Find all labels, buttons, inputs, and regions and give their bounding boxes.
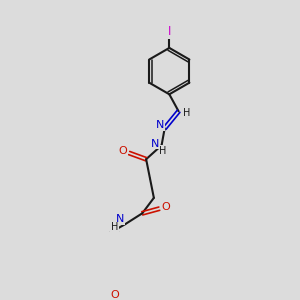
Text: N: N <box>116 214 124 224</box>
Text: H: H <box>111 222 118 232</box>
Text: H: H <box>160 146 167 156</box>
Text: O: O <box>110 290 119 300</box>
Text: N: N <box>156 120 164 130</box>
Text: H: H <box>183 108 190 118</box>
Text: O: O <box>118 146 127 157</box>
Text: N: N <box>151 139 160 149</box>
Text: O: O <box>161 202 170 212</box>
Text: I: I <box>168 25 171 38</box>
